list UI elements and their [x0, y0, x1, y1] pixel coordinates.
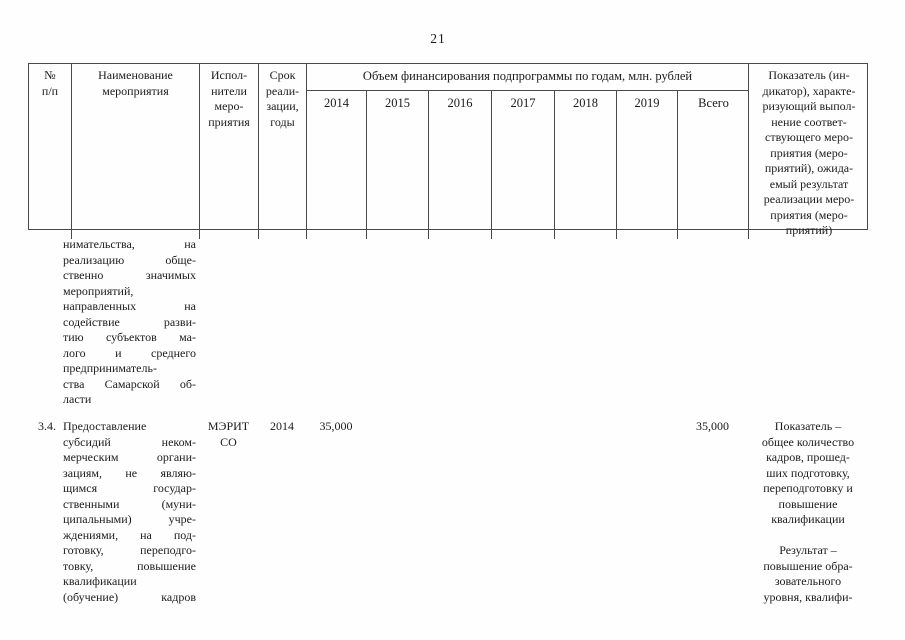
header-year-total: Всего: [698, 96, 729, 110]
header-year-2016: 2016: [429, 91, 492, 239]
page-number: 21: [430, 31, 446, 46]
cell-activity-name: Предоставление субсидий неком-мерческим о…: [63, 419, 196, 604]
table-header: № п/п Наименование мероприятия Испол- ни…: [28, 63, 868, 239]
header-year-2018: 2018: [555, 91, 617, 239]
header-year-2017: 2017: [492, 91, 555, 239]
cell-activity-name: нимательства, на реализацию обще-ственно …: [63, 237, 196, 406]
header-year-2019: 2019: [617, 91, 678, 239]
header-col-executors: Испол- нители меро- приятия: [200, 64, 259, 239]
header-finance-group: Объем финансирования подпрограммы по год…: [307, 64, 749, 239]
cell-amount-total: 35,000: [696, 419, 729, 433]
header-col-name: Наименование мероприятия: [72, 64, 200, 239]
header-col-indicator: Показатель (ин- дикатор), характе- ризую…: [762, 68, 856, 237]
cell-amount-2014: 35,000: [319, 419, 353, 433]
cell-row-number: 3.4.: [38, 419, 56, 433]
header-col-term: Срок реали- зации, годы: [259, 64, 307, 239]
header-finance-years: 2014 2015 2016 2017 2018 2019 Всего: [307, 91, 748, 239]
cell-indicator: Показатель – общее количество кадров, пр…: [761, 419, 855, 604]
header-year-2014: 2014: [307, 91, 367, 239]
cell-term: 2014: [270, 419, 294, 433]
header-col-num: № п/п: [29, 64, 72, 239]
header-year-2015: 2015: [367, 91, 429, 239]
table-row-3-4: 3.4. Предоставление субсидий неком-мерчес…: [28, 419, 868, 605]
cell-executors: МЭРИТ СО: [207, 419, 250, 449]
table-row-continuation: нимательства, на реализацию обще-ственно …: [28, 237, 868, 408]
header-finance-group-title: Объем финансирования подпрограммы по год…: [307, 64, 748, 91]
